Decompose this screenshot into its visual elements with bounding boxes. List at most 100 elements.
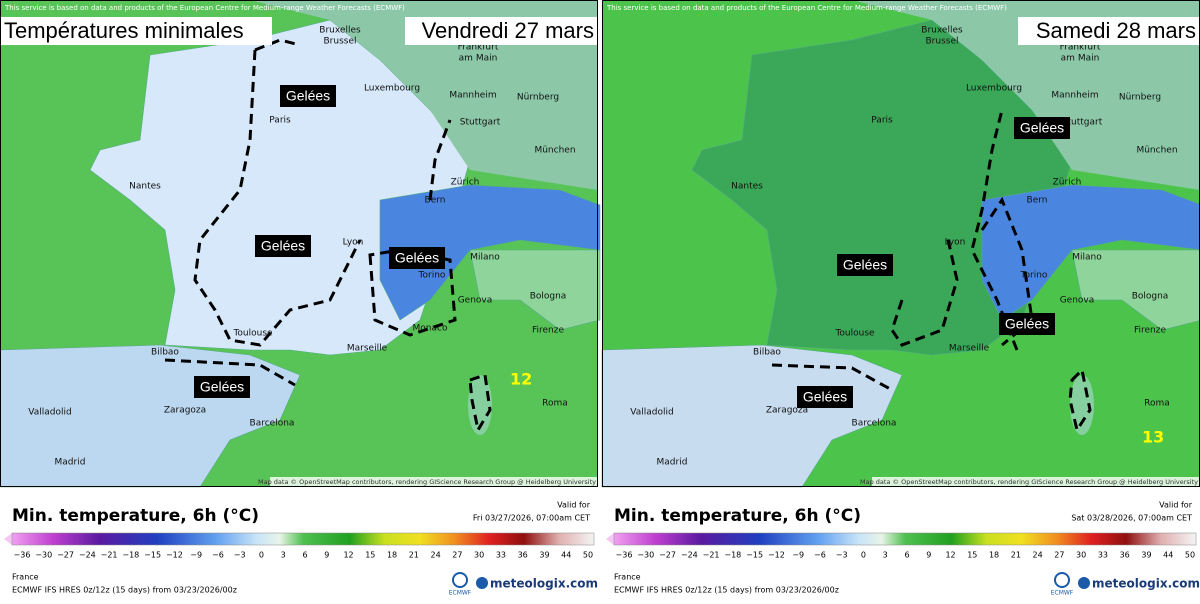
city-label: Nürnberg xyxy=(1119,93,1161,103)
brand-icon xyxy=(476,577,488,589)
colorbar-tick: −18 xyxy=(724,551,741,560)
city-label: Genova xyxy=(1060,296,1095,306)
city-label: Firenze xyxy=(1134,326,1166,336)
colorbar-tick: −24 xyxy=(79,551,96,560)
city-label: Monaco xyxy=(413,324,448,334)
colorbar-tick: 9 xyxy=(926,551,931,560)
city-label: Paris xyxy=(871,116,893,126)
colorbar-tick: 15 xyxy=(365,551,375,560)
colorbar-tick: 0 xyxy=(259,551,264,560)
heading-left: Températures minimales xyxy=(4,18,244,43)
brand-icon xyxy=(1078,577,1090,589)
city-label: Roma xyxy=(1144,399,1170,409)
frost-box xyxy=(797,386,853,408)
frost-box xyxy=(255,235,311,257)
colorbar-tick: 24 xyxy=(431,551,441,560)
city-label: Brussel xyxy=(324,37,357,47)
attribution: This service is based on data and produc… xyxy=(4,4,405,12)
city-label: Mannheim xyxy=(449,91,496,101)
colorbar-tick: 18 xyxy=(989,551,999,560)
city-label: Marseille xyxy=(949,344,990,354)
city-label: Toulouse xyxy=(232,329,273,339)
frost-label: Gelées xyxy=(261,238,305,254)
colorbar xyxy=(613,532,1197,546)
city-label: Nantes xyxy=(731,182,763,192)
colorbar-tick: 27 xyxy=(1054,551,1064,560)
brand: meteologix.com xyxy=(490,577,598,591)
frost-label: Gelées xyxy=(803,389,847,405)
frost-label: Gelées xyxy=(843,257,887,273)
colorbar-tick: −9 xyxy=(792,551,804,560)
valid-date: Sat 03/28/2026, 07:00am CET xyxy=(1071,514,1192,523)
city-label: Milano xyxy=(470,253,500,263)
city-label: Madrid xyxy=(657,458,688,468)
heading-right: Samedi 28 mars xyxy=(1036,18,1196,43)
city-label: Barcelona xyxy=(250,419,295,429)
city-label: Marseille xyxy=(347,344,388,354)
colorbar-tick: −6 xyxy=(814,551,826,560)
colorbar xyxy=(11,532,595,546)
city-label: Bern xyxy=(1027,196,1048,206)
ecmwf-icon xyxy=(1054,572,1070,588)
model-info: ECMWF IFS HRES 0z/12z (15 days) from 03/… xyxy=(614,586,839,595)
heading-right: Vendredi 27 mars xyxy=(422,18,594,43)
colorbar-tick: 21 xyxy=(409,551,419,560)
colorbar-tick: 24 xyxy=(1033,551,1043,560)
contour-label: 12 xyxy=(510,370,532,389)
city-label: Genova xyxy=(458,296,493,306)
city-label: Valladolid xyxy=(28,408,71,418)
colorbar-tick: 3 xyxy=(883,551,888,560)
city-label: Stuttgart xyxy=(1062,118,1103,128)
frost-boundary xyxy=(890,109,1019,351)
colorbar-tick: 9 xyxy=(324,551,329,560)
colorbar-tick: −36 xyxy=(14,551,31,560)
map-credit: Map data © OpenStreetMap contributors, r… xyxy=(258,478,596,486)
legend-title: Min. temperature, 6h (°C) xyxy=(614,506,861,526)
city-label: Firenze xyxy=(532,326,564,336)
colorbar-tick: 18 xyxy=(387,551,397,560)
land-alps xyxy=(981,184,1200,321)
colorbar-tick: 12 xyxy=(945,551,955,560)
colorbar-left-arrow xyxy=(4,533,12,545)
frost-box xyxy=(389,247,445,269)
land-italy xyxy=(469,249,601,331)
colorbar-tick: −30 xyxy=(637,551,654,560)
north-land xyxy=(250,0,598,190)
colorbar-tick: −27 xyxy=(57,551,74,560)
city-label: Zaragoza xyxy=(164,406,206,416)
colorbar-tick: −3 xyxy=(836,551,848,560)
city-label: Nantes xyxy=(129,182,161,192)
city-label: München xyxy=(1136,146,1177,156)
land-france xyxy=(691,19,1073,356)
city-label: Paris xyxy=(269,116,291,126)
city-label: Zaragoza xyxy=(766,406,808,416)
colorbar-tick: −12 xyxy=(768,551,785,560)
city-label: Nürnberg xyxy=(517,93,559,103)
colorbar-tick: 33 xyxy=(1098,551,1108,560)
colorbar-tick: 27 xyxy=(452,551,462,560)
colorbar-tick: −24 xyxy=(681,551,698,560)
colorbar-tick: 0 xyxy=(861,551,866,560)
city-label: Bruxelles xyxy=(319,26,361,36)
colorbar-tick: −9 xyxy=(190,551,202,560)
colorbar-tick: −21 xyxy=(101,551,118,560)
city-label: Mannheim xyxy=(1051,91,1098,101)
colorbar-left-arrow xyxy=(606,533,614,545)
valid-label: Valid for xyxy=(557,501,591,510)
colorbar-tick: 6 xyxy=(302,551,307,560)
colorbar-tick: 30 xyxy=(1076,551,1086,560)
city-label: Roma xyxy=(542,399,568,409)
ecmwf-icon xyxy=(452,572,468,588)
model-info: ECMWF IFS HRES 0z/12z (15 days) from 03/… xyxy=(12,586,237,595)
colorbar-tick: −3 xyxy=(234,551,246,560)
map-frame xyxy=(0,0,598,487)
colorbar-tick: −12 xyxy=(166,551,183,560)
city-label: München xyxy=(534,146,575,156)
city-label: Bilbao xyxy=(151,348,179,358)
city-label: Madrid xyxy=(55,458,86,468)
corsica xyxy=(468,375,492,435)
colorbar-tick: −27 xyxy=(659,551,676,560)
colorbar-tick: 39 xyxy=(1141,551,1151,560)
city-label: Bilbao xyxy=(753,348,781,358)
